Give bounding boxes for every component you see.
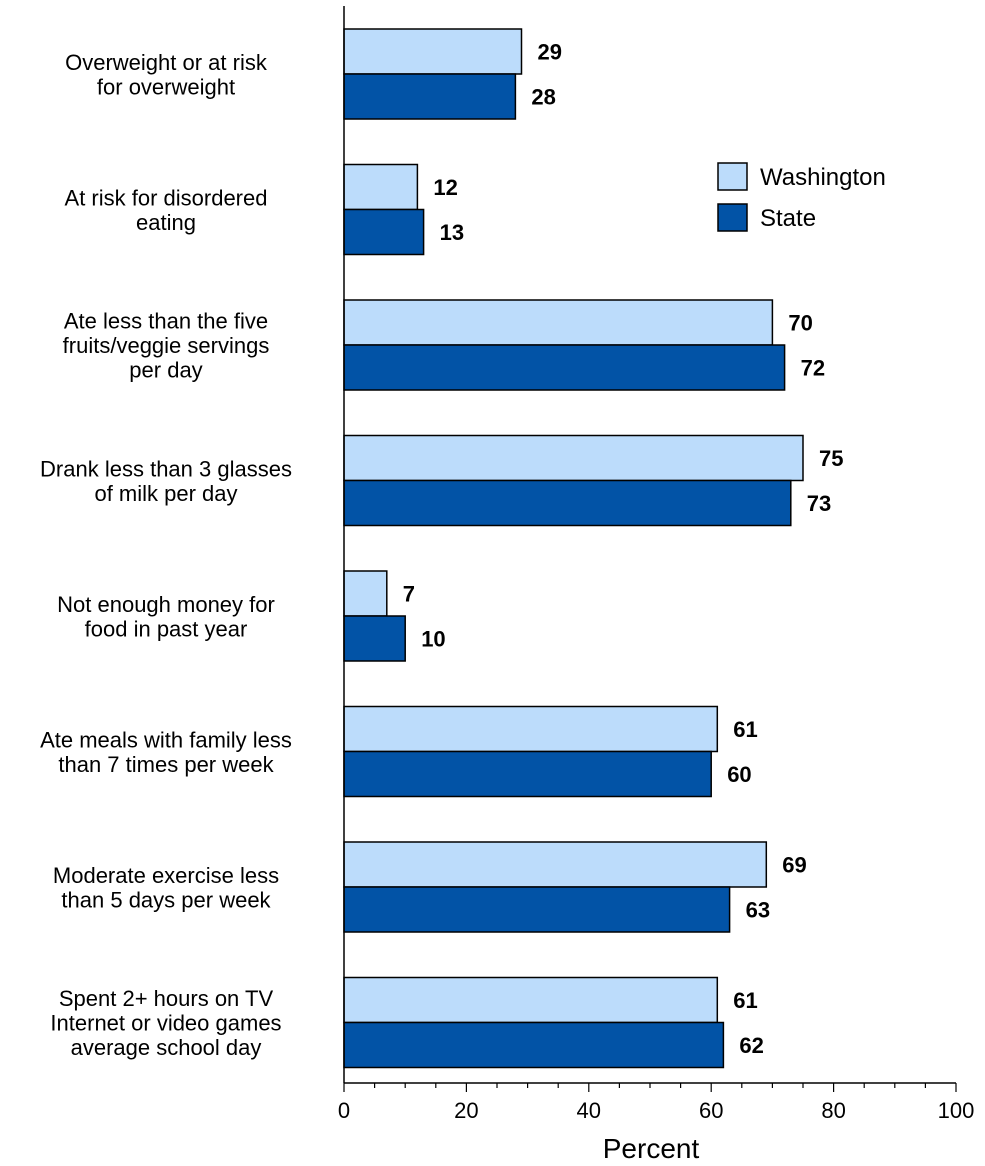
category-label-line: Moderate exercise less bbox=[53, 863, 279, 888]
value-label-washington-7: 69 bbox=[782, 853, 806, 878]
category-label-3: Ate less than the five fruits/veggie serv… bbox=[63, 309, 270, 383]
bars bbox=[343, 28, 804, 1069]
category-label-1: Overweight or at risk for overweight bbox=[65, 50, 268, 100]
value-label-state-5: 10 bbox=[421, 627, 445, 652]
category-label-8: Spent 2+ hours on TV Internet or video ga… bbox=[50, 986, 281, 1060]
category-label-6: Ate meals with family less than 7 times p… bbox=[40, 727, 292, 777]
x-tick-label-60: 60 bbox=[699, 1098, 723, 1123]
axes: 0 20 40 60 80 100 bbox=[338, 6, 974, 1123]
category-label-5: Not enough money for food in past year bbox=[57, 592, 275, 642]
category-label-line: Drank less than 3 glasses bbox=[40, 456, 292, 481]
bar-washington-2 bbox=[343, 163, 419, 211]
bar-washington-8 bbox=[343, 976, 719, 1024]
category-label-line: food in past year bbox=[85, 616, 248, 641]
value-label-washington-3: 70 bbox=[788, 311, 812, 336]
bar-washington-6 bbox=[343, 705, 719, 753]
value-label-washington-8: 61 bbox=[733, 988, 757, 1013]
value-labels: 29 28 12 13 70 72 75 73 710 61 60 69 63 61 62 bbox=[403, 40, 844, 1059]
category-label-line: Spent 2+ hours on TV bbox=[59, 986, 274, 1011]
value-label-state-7: 63 bbox=[746, 898, 770, 923]
category-label-line: per day bbox=[129, 358, 202, 383]
legend-swatch-state bbox=[717, 203, 748, 232]
bar-state-1 bbox=[343, 73, 517, 120]
category-label-line: Ate meals with family less bbox=[40, 727, 292, 752]
bar-state-7 bbox=[343, 886, 731, 933]
category-label-line: fruits/veggie servings bbox=[63, 333, 270, 358]
category-label-7: Moderate exercise less than 5 days per we… bbox=[53, 863, 279, 913]
bar-state-4 bbox=[343, 479, 792, 527]
x-tick-label-0: 0 bbox=[338, 1098, 350, 1123]
value-label-state-8: 62 bbox=[739, 1033, 763, 1058]
value-label-state-3: 72 bbox=[801, 356, 825, 381]
value-label-washington-2: 12 bbox=[433, 175, 457, 200]
x-tick-label-100: 100 bbox=[938, 1098, 975, 1123]
bar-washington-5 bbox=[343, 570, 388, 617]
bar-state-8 bbox=[343, 1021, 725, 1069]
value-label-state-6: 60 bbox=[727, 762, 751, 787]
bar-washington-1 bbox=[343, 28, 523, 75]
bar-state-6 bbox=[343, 750, 712, 798]
category-label-line: Ate less than the five bbox=[64, 309, 268, 334]
legend-label-state: State bbox=[760, 205, 816, 232]
x-tick-label-80: 80 bbox=[821, 1098, 845, 1123]
category-label-line: than 7 times per week bbox=[58, 752, 274, 777]
legend-label-washington: Washington bbox=[760, 164, 886, 191]
x-tick-label-20: 20 bbox=[454, 1098, 478, 1123]
value-label-state-2: 13 bbox=[440, 220, 464, 245]
category-label-2: At risk for disordered eating bbox=[65, 185, 268, 235]
legend-swatch-washington bbox=[717, 162, 748, 191]
category-label-line: for overweight bbox=[97, 74, 235, 99]
category-label-line: Overweight or at risk bbox=[65, 50, 268, 75]
value-label-state-4: 73 bbox=[807, 491, 831, 516]
category-label-line: Internet or video games bbox=[50, 1011, 281, 1036]
value-label-washington-5: 7 bbox=[403, 582, 415, 607]
x-tick-label-40: 40 bbox=[577, 1098, 601, 1123]
value-label-state-1: 28 bbox=[531, 85, 555, 110]
bar-state-2 bbox=[343, 208, 425, 256]
category-labels: Overweight or at risk for overweight At ri… bbox=[40, 50, 292, 1060]
bar-state-3 bbox=[343, 344, 786, 391]
bar-state-5 bbox=[343, 615, 406, 662]
value-label-washington-1: 29 bbox=[538, 40, 562, 65]
legend: Washington State bbox=[717, 162, 886, 232]
value-label-washington-4: 75 bbox=[819, 446, 843, 471]
bar-washington-4 bbox=[343, 434, 804, 482]
category-label-line: At risk for disordered bbox=[65, 185, 268, 210]
x-axis-title: Percent bbox=[603, 1133, 700, 1164]
category-label-line: eating bbox=[136, 210, 196, 235]
category-label-line: Not enough money for bbox=[57, 592, 275, 617]
category-label-4: Drank less than 3 glasses of milk per day bbox=[40, 456, 292, 506]
bar-washington-7 bbox=[343, 841, 768, 888]
category-label-line: average school day bbox=[71, 1035, 262, 1060]
bar-washington-3 bbox=[343, 299, 774, 346]
category-label-line: of milk per day bbox=[94, 481, 237, 506]
category-label-line: than 5 days per week bbox=[61, 887, 271, 912]
value-label-washington-6: 61 bbox=[733, 717, 757, 742]
